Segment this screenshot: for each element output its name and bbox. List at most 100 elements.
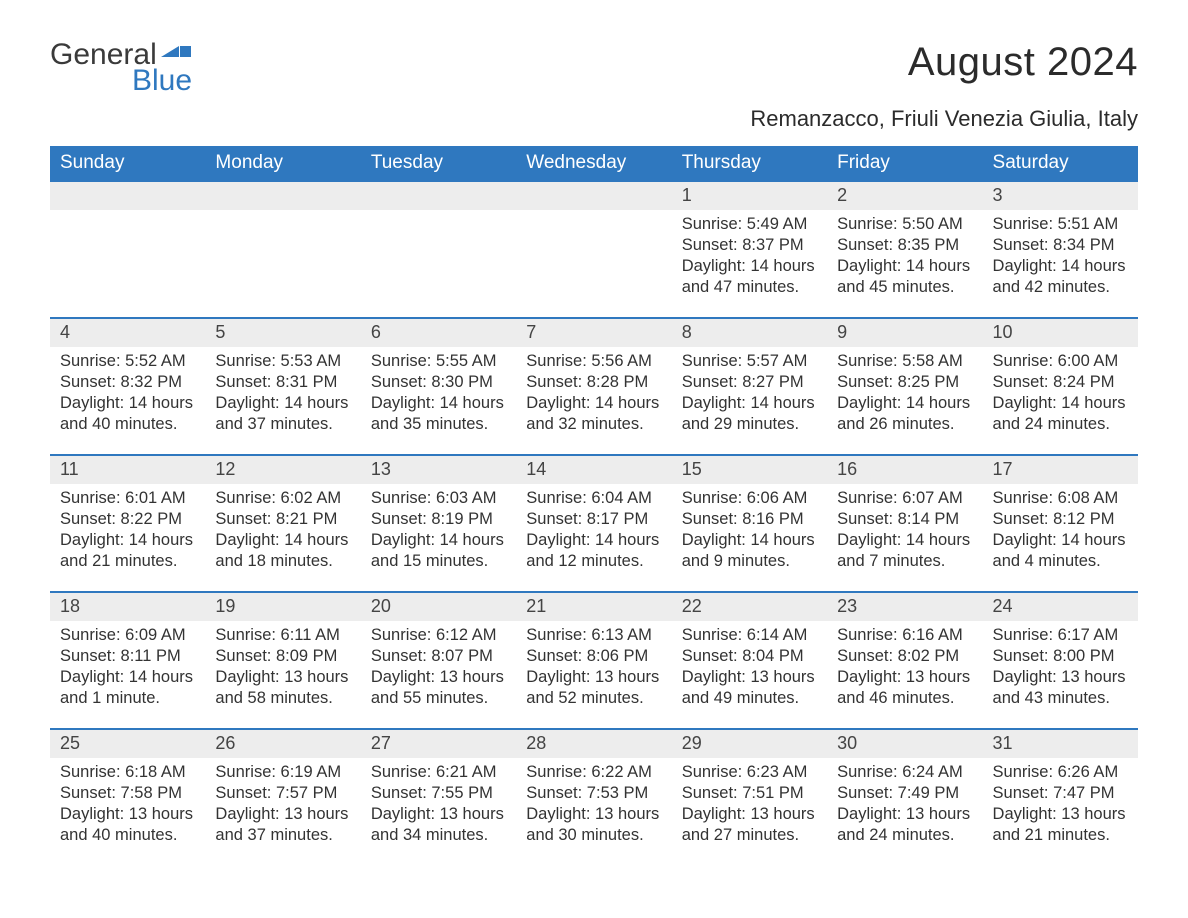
day-cell: Sunrise: 6:03 AMSunset: 8:19 PMDaylight:… (361, 484, 516, 592)
brand-word-2: Blue (132, 66, 192, 96)
day-number: 31 (983, 729, 1138, 758)
day-number: 27 (361, 729, 516, 758)
day-cell-text: Sunrise: 5:49 AMSunset: 8:37 PMDaylight:… (682, 214, 817, 298)
day-cell: Sunrise: 6:19 AMSunset: 7:57 PMDaylight:… (205, 758, 360, 866)
weekday-header: Friday (827, 146, 982, 182)
day-cell: Sunrise: 6:02 AMSunset: 8:21 PMDaylight:… (205, 484, 360, 592)
day-body-row: Sunrise: 6:09 AMSunset: 8:11 PMDaylight:… (50, 621, 1138, 729)
day-number: 8 (672, 318, 827, 347)
day-number: 14 (516, 455, 671, 484)
day-number (205, 182, 360, 210)
day-cell: Sunrise: 6:22 AMSunset: 7:53 PMDaylight:… (516, 758, 671, 866)
day-cell: Sunrise: 6:06 AMSunset: 8:16 PMDaylight:… (672, 484, 827, 592)
day-cell: Sunrise: 6:14 AMSunset: 8:04 PMDaylight:… (672, 621, 827, 729)
day-cell-text: Sunrise: 6:19 AMSunset: 7:57 PMDaylight:… (215, 762, 350, 846)
calendar-table: Sunday Monday Tuesday Wednesday Thursday… (50, 146, 1138, 866)
weekday-header-row: Sunday Monday Tuesday Wednesday Thursday… (50, 146, 1138, 182)
day-cell-text: Sunrise: 5:50 AMSunset: 8:35 PMDaylight:… (837, 214, 972, 298)
day-cell-text: Sunrise: 6:11 AMSunset: 8:09 PMDaylight:… (215, 625, 350, 709)
day-cell: Sunrise: 6:01 AMSunset: 8:22 PMDaylight:… (50, 484, 205, 592)
day-cell: Sunrise: 6:18 AMSunset: 7:58 PMDaylight:… (50, 758, 205, 866)
day-body-row: Sunrise: 6:01 AMSunset: 8:22 PMDaylight:… (50, 484, 1138, 592)
day-cell: Sunrise: 6:17 AMSunset: 8:00 PMDaylight:… (983, 621, 1138, 729)
day-number: 10 (983, 318, 1138, 347)
day-number: 20 (361, 592, 516, 621)
day-cell: Sunrise: 6:26 AMSunset: 7:47 PMDaylight:… (983, 758, 1138, 866)
day-number: 5 (205, 318, 360, 347)
day-number: 30 (827, 729, 982, 758)
day-number: 2 (827, 182, 982, 210)
day-cell-text: Sunrise: 5:58 AMSunset: 8:25 PMDaylight:… (837, 351, 972, 435)
day-cell: Sunrise: 6:11 AMSunset: 8:09 PMDaylight:… (205, 621, 360, 729)
day-cell-text: Sunrise: 6:13 AMSunset: 8:06 PMDaylight:… (526, 625, 661, 709)
day-cell-text: Sunrise: 6:18 AMSunset: 7:58 PMDaylight:… (60, 762, 195, 846)
day-cell-text: Sunrise: 6:09 AMSunset: 8:11 PMDaylight:… (60, 625, 195, 709)
day-cell-text: Sunrise: 6:24 AMSunset: 7:49 PMDaylight:… (837, 762, 972, 846)
day-cell: Sunrise: 5:56 AMSunset: 8:28 PMDaylight:… (516, 347, 671, 455)
day-number-row: 25262728293031 (50, 729, 1138, 758)
day-cell (516, 210, 671, 318)
day-cell-text: Sunrise: 6:03 AMSunset: 8:19 PMDaylight:… (371, 488, 506, 572)
day-cell: Sunrise: 6:04 AMSunset: 8:17 PMDaylight:… (516, 484, 671, 592)
day-number: 25 (50, 729, 205, 758)
month-title: August 2024 (908, 40, 1138, 85)
day-body-row: Sunrise: 5:49 AMSunset: 8:37 PMDaylight:… (50, 210, 1138, 318)
day-number: 11 (50, 455, 205, 484)
day-body-row: Sunrise: 5:52 AMSunset: 8:32 PMDaylight:… (50, 347, 1138, 455)
day-number: 6 (361, 318, 516, 347)
day-cell: Sunrise: 6:08 AMSunset: 8:12 PMDaylight:… (983, 484, 1138, 592)
day-cell-text: Sunrise: 5:53 AMSunset: 8:31 PMDaylight:… (215, 351, 350, 435)
day-cell-text: Sunrise: 6:22 AMSunset: 7:53 PMDaylight:… (526, 762, 661, 846)
day-number: 15 (672, 455, 827, 484)
day-number (361, 182, 516, 210)
day-cell-text: Sunrise: 6:14 AMSunset: 8:04 PMDaylight:… (682, 625, 817, 709)
location-line: Remanzacco, Friuli Venezia Giulia, Italy (50, 106, 1138, 132)
day-cell: Sunrise: 6:24 AMSunset: 7:49 PMDaylight:… (827, 758, 982, 866)
day-number: 19 (205, 592, 360, 621)
day-cell-text: Sunrise: 6:01 AMSunset: 8:22 PMDaylight:… (60, 488, 195, 572)
header-row: General Blue August 2024 (50, 40, 1138, 96)
day-number: 4 (50, 318, 205, 347)
day-cell-text: Sunrise: 6:04 AMSunset: 8:17 PMDaylight:… (526, 488, 661, 572)
day-cell-text: Sunrise: 5:56 AMSunset: 8:28 PMDaylight:… (526, 351, 661, 435)
day-cell: Sunrise: 6:09 AMSunset: 8:11 PMDaylight:… (50, 621, 205, 729)
day-cell: Sunrise: 6:23 AMSunset: 7:51 PMDaylight:… (672, 758, 827, 866)
day-cell: Sunrise: 5:51 AMSunset: 8:34 PMDaylight:… (983, 210, 1138, 318)
weekday-header: Saturday (983, 146, 1138, 182)
day-number: 1 (672, 182, 827, 210)
day-cell-text: Sunrise: 5:51 AMSunset: 8:34 PMDaylight:… (993, 214, 1128, 298)
day-cell-text: Sunrise: 6:16 AMSunset: 8:02 PMDaylight:… (837, 625, 972, 709)
day-cell-text: Sunrise: 6:12 AMSunset: 8:07 PMDaylight:… (371, 625, 506, 709)
day-cell-text: Sunrise: 6:06 AMSunset: 8:16 PMDaylight:… (682, 488, 817, 572)
day-number: 29 (672, 729, 827, 758)
day-number: 23 (827, 592, 982, 621)
day-number: 17 (983, 455, 1138, 484)
day-number: 12 (205, 455, 360, 484)
day-cell: Sunrise: 6:16 AMSunset: 8:02 PMDaylight:… (827, 621, 982, 729)
day-cell-text: Sunrise: 6:23 AMSunset: 7:51 PMDaylight:… (682, 762, 817, 846)
day-cell: Sunrise: 5:50 AMSunset: 8:35 PMDaylight:… (827, 210, 982, 318)
day-number: 9 (827, 318, 982, 347)
day-number: 7 (516, 318, 671, 347)
day-cell: Sunrise: 6:13 AMSunset: 8:06 PMDaylight:… (516, 621, 671, 729)
day-cell: Sunrise: 5:53 AMSunset: 8:31 PMDaylight:… (205, 347, 360, 455)
day-number: 18 (50, 592, 205, 621)
day-number-row: 45678910 (50, 318, 1138, 347)
day-cell-text: Sunrise: 5:52 AMSunset: 8:32 PMDaylight:… (60, 351, 195, 435)
weekday-header: Thursday (672, 146, 827, 182)
day-number: 28 (516, 729, 671, 758)
day-body-row: Sunrise: 6:18 AMSunset: 7:58 PMDaylight:… (50, 758, 1138, 866)
flag-icon (161, 42, 191, 64)
day-cell: Sunrise: 5:52 AMSunset: 8:32 PMDaylight:… (50, 347, 205, 455)
day-number: 21 (516, 592, 671, 621)
weekday-header: Wednesday (516, 146, 671, 182)
title-block: August 2024 (908, 40, 1138, 85)
day-cell: Sunrise: 6:21 AMSunset: 7:55 PMDaylight:… (361, 758, 516, 866)
weekday-header: Sunday (50, 146, 205, 182)
day-number-row: 123 (50, 182, 1138, 210)
day-number: 22 (672, 592, 827, 621)
weekday-header: Monday (205, 146, 360, 182)
day-cell (361, 210, 516, 318)
day-cell: Sunrise: 6:12 AMSunset: 8:07 PMDaylight:… (361, 621, 516, 729)
day-cell (50, 210, 205, 318)
